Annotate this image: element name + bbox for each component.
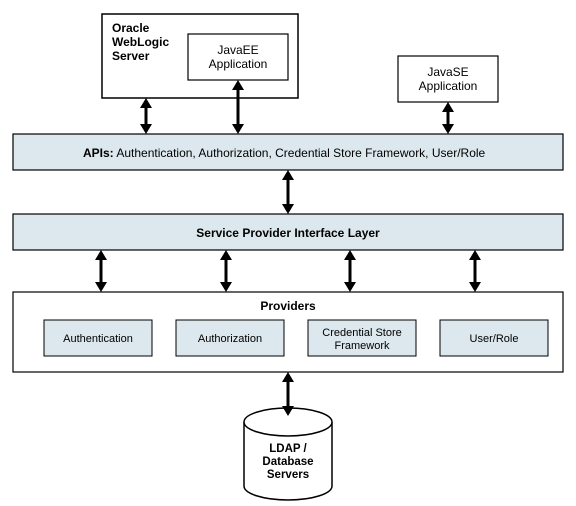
provider-item: Credential StoreFramework	[308, 320, 416, 356]
javase-application-box: JavaSEApplication	[398, 56, 498, 102]
javase-label: Application	[419, 79, 478, 93]
javaee-label: JavaEE	[217, 43, 258, 57]
providers-box: Providers Authentication Authorization Cred…	[13, 292, 563, 372]
provider-item: Authorization	[176, 320, 284, 356]
server-title-line: Oracle	[112, 21, 150, 35]
cylinder-label: Database	[262, 456, 313, 468]
api-layer-label: APIs: Authentication, Authorization, Cre…	[83, 146, 486, 160]
provider-item: Authentication	[44, 320, 152, 356]
provider-label: Framework	[334, 340, 390, 352]
providers-title: Providers	[260, 299, 316, 313]
provider-label: User/Role	[470, 333, 519, 345]
provider-label: Authorization	[198, 333, 262, 345]
spi-layer-label: Service Provider Interface Layer	[196, 226, 380, 240]
server-title-line: Server	[112, 49, 150, 63]
javaee-application-box: JavaEEApplication	[188, 34, 288, 80]
api-layer: APIs: Authentication, Authorization, Cre…	[13, 134, 563, 170]
provider-label: Credential Store	[322, 327, 402, 339]
spi-layer: Service Provider Interface Layer	[13, 214, 563, 250]
cylinder-label: LDAP /	[269, 443, 307, 455]
javaee-label: Application	[209, 57, 268, 71]
provider-label: Authentication	[63, 333, 133, 345]
cylinder-label: Servers	[267, 469, 309, 481]
javase-label: JavaSE	[427, 65, 468, 79]
server-title-line: WebLogic	[112, 35, 169, 49]
provider-item: User/Role	[440, 320, 548, 356]
ldap-database-cylinder: LDAP /DatabaseServers	[244, 408, 332, 500]
